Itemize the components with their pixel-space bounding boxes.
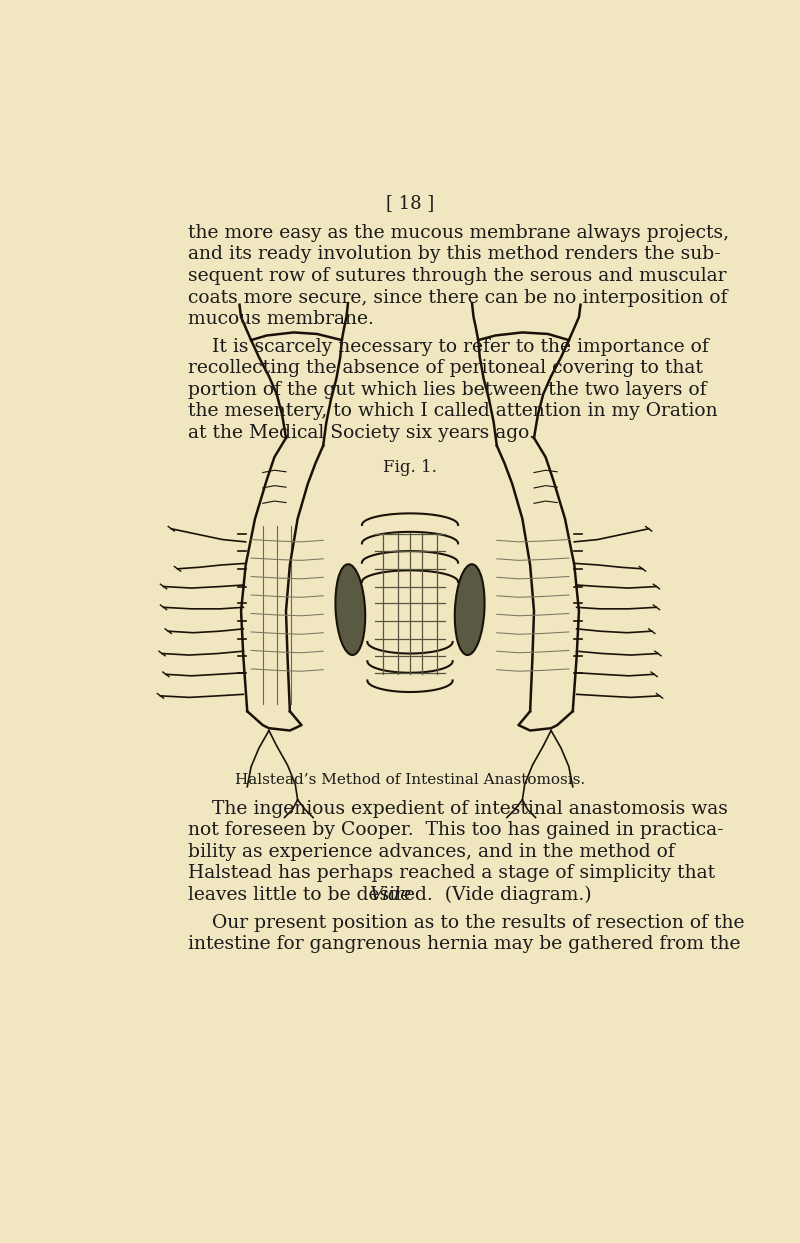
Ellipse shape: [335, 564, 366, 655]
Text: recollecting the absence of peritoneal covering to that: recollecting the absence of peritoneal c…: [187, 359, 702, 378]
Text: portion of the gut which lies between the two layers of: portion of the gut which lies between th…: [187, 380, 706, 399]
Ellipse shape: [454, 564, 485, 655]
Text: It is scarcely necessary to refer to the importance of: It is scarcely necessary to refer to the…: [187, 338, 708, 355]
Text: Fig. 1.: Fig. 1.: [383, 460, 437, 476]
Text: mucous membrane.: mucous membrane.: [187, 310, 374, 328]
Text: and its ready involution by this method renders the sub-: and its ready involution by this method …: [187, 245, 720, 264]
Text: not foreseen by Cooper.  This too has gained in practica-: not foreseen by Cooper. This too has gai…: [187, 822, 723, 839]
Text: [ 18 ]: [ 18 ]: [386, 194, 434, 211]
Text: the mesentery, to which I called attention in my Oration: the mesentery, to which I called attenti…: [187, 403, 718, 420]
Text: the more easy as the mucous membrane always projects,: the more easy as the mucous membrane alw…: [187, 224, 729, 242]
Text: Halstead’s Method of Intestinal Anastomosis.: Halstead’s Method of Intestinal Anastomo…: [235, 773, 585, 787]
Text: at the Medical Society six years ago.: at the Medical Society six years ago.: [187, 424, 534, 443]
Text: Halstead has perhaps reached a stage of simplicity that: Halstead has perhaps reached a stage of …: [187, 864, 714, 883]
Text: Our present position as to the results of resection of the: Our present position as to the results o…: [187, 914, 744, 932]
Text: leaves little to be desired.  (Vide diagram.): leaves little to be desired. (Vide diagr…: [187, 886, 591, 905]
Text: coats more secure, since there can be no interposition of: coats more secure, since there can be no…: [187, 288, 727, 307]
Text: Vide: Vide: [369, 886, 411, 904]
Text: bility as experience advances, and in the method of: bility as experience advances, and in th…: [187, 843, 674, 861]
Text: intestine for gangrenous hernia may be gathered from the: intestine for gangrenous hernia may be g…: [187, 935, 740, 953]
Text: sequent row of sutures through the serous and muscular: sequent row of sutures through the serou…: [187, 267, 726, 285]
Text: The ingenious expedient of intestinal anastomosis was: The ingenious expedient of intestinal an…: [187, 799, 727, 818]
